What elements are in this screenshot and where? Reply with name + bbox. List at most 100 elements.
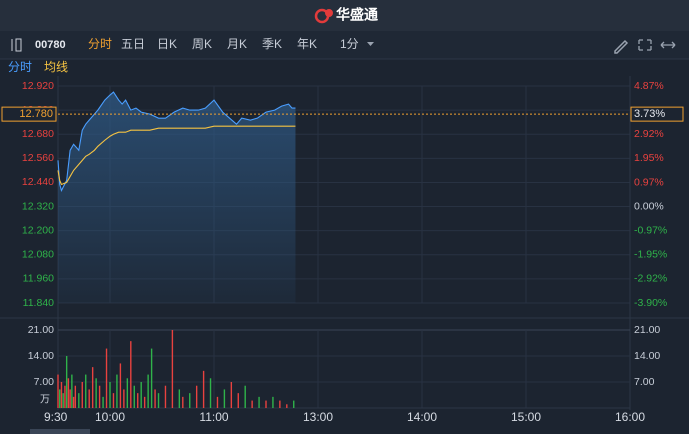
- stock-code: 00780: [35, 39, 66, 51]
- edit-icon[interactable]: [614, 39, 629, 54]
- x-tick-label: 15:00: [511, 410, 541, 424]
- brand: 华盛通: [336, 7, 378, 23]
- volume-bar: [137, 393, 139, 408]
- volume-bar: [69, 389, 71, 408]
- y-tick-label: 12.320: [22, 200, 54, 212]
- volume-bar: [223, 389, 226, 408]
- current-pct-box: [630, 106, 684, 122]
- y-tick-label: 11.840: [23, 297, 54, 309]
- toolbar: [0, 31, 689, 59]
- y2-tick-label: -2.92%: [634, 273, 667, 285]
- volume-bar: [81, 382, 83, 408]
- volume-bar: [171, 330, 174, 408]
- volume-bar: [286, 404, 288, 408]
- volume-bar: [182, 396, 184, 408]
- y-tick-label: 14.00: [28, 350, 54, 362]
- volume-bar: [150, 348, 153, 408]
- y2-tick-label: 0.00%: [634, 200, 664, 212]
- volume-bar: [230, 382, 233, 408]
- volume-bar: [62, 393, 64, 408]
- line-series: [57, 91, 296, 192]
- volume-bar: [119, 363, 122, 408]
- unit-label: 万: [40, 395, 50, 406]
- y-tick-label: 12.200: [22, 224, 54, 236]
- volume-bar: [178, 389, 181, 408]
- y2-tick-label: 21.00: [634, 324, 660, 336]
- area: [58, 92, 296, 304]
- current-price: 12.780: [19, 108, 53, 120]
- tab[interactable]: 五日: [121, 37, 145, 51]
- volume-bar: [143, 396, 146, 408]
- current-price-box: [1, 106, 57, 122]
- x-tick-label: 14:00: [407, 410, 437, 424]
- volume-bar: [64, 385, 66, 408]
- volume-bar: [78, 393, 80, 408]
- volume-bar: [105, 348, 108, 408]
- y-tick-label: 12.680: [22, 128, 54, 140]
- volume-bar: [59, 389, 61, 408]
- y-tick-label: 11.960: [23, 273, 54, 285]
- volume-bar: [126, 378, 129, 408]
- current-pct: 3.73%: [634, 108, 665, 120]
- tab[interactable]: 月K: [227, 37, 247, 51]
- y2-tick-label: 14.00: [634, 350, 660, 362]
- volume-bar: [216, 396, 219, 408]
- volume-bar: [189, 393, 191, 408]
- x-tick-label: 11:00: [199, 410, 228, 424]
- volume-bar: [71, 374, 73, 408]
- x-tick-label: 10:00: [95, 410, 125, 424]
- volume-bar: [265, 400, 267, 408]
- volume-bar: [57, 374, 59, 408]
- tab[interactable]: 季K: [262, 37, 282, 51]
- y-tick-label: 12.080: [22, 249, 54, 261]
- volume-bar: [154, 389, 156, 408]
- tab[interactable]: 年K: [297, 37, 317, 51]
- y2-tick-label: 1.95%: [634, 152, 664, 164]
- y2-tick-label: -1.95%: [634, 249, 667, 261]
- volume-bar: [102, 396, 104, 408]
- volume-bar: [164, 385, 167, 408]
- collapse-icon[interactable]: [11, 38, 22, 52]
- volume-bar: [293, 400, 295, 408]
- volume-bar: [60, 382, 63, 408]
- volume-bar: [251, 400, 253, 408]
- volume-bar: [195, 385, 198, 408]
- y-tick-label: 12.560: [22, 152, 54, 164]
- volume-bar: [72, 396, 75, 408]
- y2-tick-label: 4.87%: [634, 80, 664, 92]
- x-tick-label: 13:00: [303, 410, 333, 424]
- x-tick-label: 16:00: [615, 410, 645, 424]
- volume-bar: [140, 382, 142, 408]
- expand-icon[interactable]: [660, 41, 676, 49]
- volume-bar: [130, 341, 132, 408]
- volume-bar: [85, 374, 87, 408]
- title-bar: [0, 0, 689, 31]
- interval[interactable]: 1分: [340, 37, 359, 51]
- volume-bar: [65, 356, 68, 408]
- y2-tick-label: 7.00: [634, 376, 655, 388]
- dropdown-arrow[interactable]: [367, 42, 374, 46]
- volume-bar: [272, 396, 274, 408]
- volume-bar: [67, 378, 70, 408]
- volume-bar: [202, 370, 205, 408]
- logo: [314, 8, 333, 24]
- legend-entry: 分时: [8, 60, 32, 74]
- y2-tick-label: -3.90%: [634, 297, 667, 309]
- y-tick-label: 12.920: [22, 80, 54, 92]
- tab[interactable]: 日K: [157, 37, 177, 51]
- fullscreen-icon[interactable]: [638, 39, 652, 51]
- volume-bar: [133, 385, 135, 408]
- volume-bar: [116, 374, 118, 408]
- y2-tick-label: 0.97%: [634, 176, 664, 188]
- tab[interactable]: 分时: [88, 37, 112, 51]
- scrollbar[interactable]: [30, 429, 90, 434]
- volume-bar: [74, 385, 77, 408]
- volume-bar: [244, 385, 246, 408]
- tab[interactable]: 周K: [192, 37, 212, 51]
- volume-bar: [157, 393, 160, 408]
- y-tick-label: 21.00: [28, 324, 54, 336]
- x-tick-label: 9:30: [44, 410, 68, 424]
- volume-bar: [88, 389, 90, 408]
- volume-bar: [237, 393, 239, 408]
